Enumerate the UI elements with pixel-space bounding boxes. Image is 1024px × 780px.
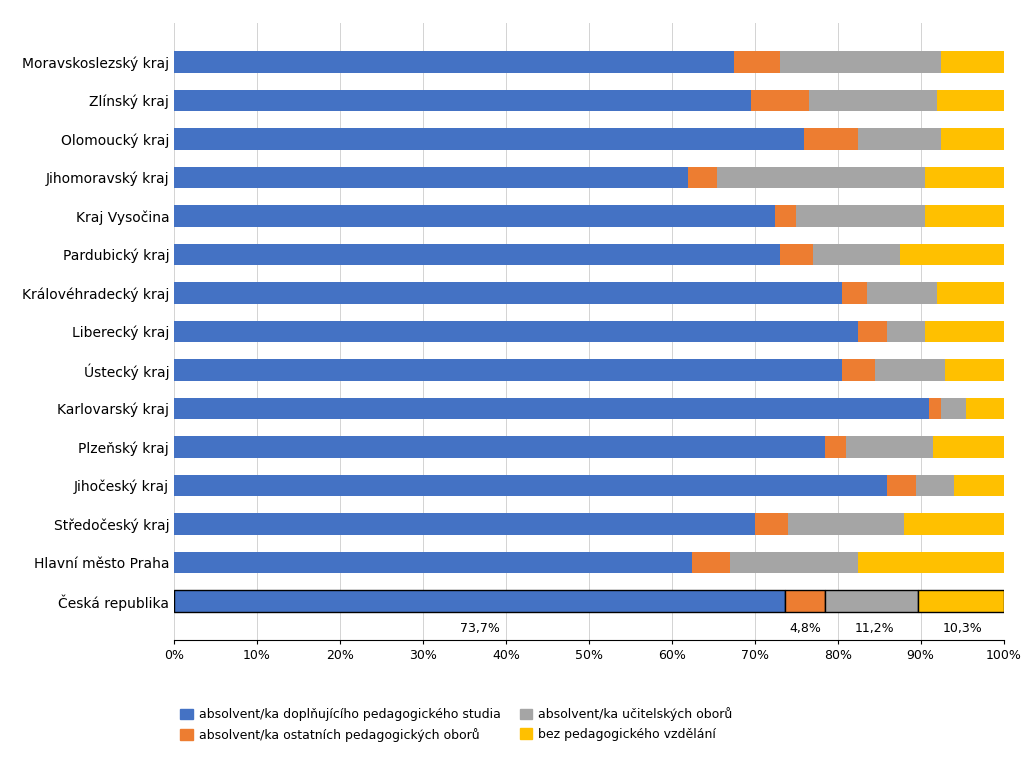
Bar xyxy=(945,360,1004,381)
Bar xyxy=(953,475,1004,496)
Text: 10,3%: 10,3% xyxy=(942,622,982,635)
Bar xyxy=(937,90,1004,111)
Bar xyxy=(904,513,1004,534)
Bar xyxy=(813,244,900,265)
Bar xyxy=(858,129,941,150)
Bar xyxy=(846,437,933,458)
Bar xyxy=(692,552,730,573)
Bar xyxy=(937,282,1004,303)
Bar xyxy=(174,244,779,265)
Bar xyxy=(787,513,904,534)
Bar xyxy=(775,205,797,226)
Text: 73,7%: 73,7% xyxy=(460,622,500,635)
Bar xyxy=(842,360,874,381)
Bar xyxy=(174,590,785,612)
Bar xyxy=(174,552,692,573)
Text: 4,8%: 4,8% xyxy=(790,622,821,635)
Bar xyxy=(888,475,916,496)
Bar xyxy=(842,282,866,303)
Bar xyxy=(941,398,967,419)
Bar xyxy=(925,321,1004,342)
Bar xyxy=(730,552,858,573)
Bar xyxy=(174,129,805,150)
Bar xyxy=(941,51,1004,73)
Bar xyxy=(809,90,937,111)
Bar xyxy=(174,360,842,381)
Bar xyxy=(858,321,888,342)
Bar xyxy=(755,513,787,534)
Bar xyxy=(779,244,813,265)
Bar xyxy=(174,475,888,496)
Bar xyxy=(825,437,846,458)
Bar xyxy=(825,590,919,612)
Bar xyxy=(174,513,755,534)
Bar xyxy=(900,244,1004,265)
Bar xyxy=(734,51,779,73)
Bar xyxy=(919,590,1004,612)
Bar xyxy=(174,51,734,73)
Bar xyxy=(174,398,929,419)
Bar xyxy=(174,282,842,303)
Bar xyxy=(941,129,1004,150)
Bar xyxy=(174,167,688,188)
Bar xyxy=(866,282,937,303)
Bar xyxy=(797,205,925,226)
Bar xyxy=(916,475,953,496)
Bar xyxy=(874,360,945,381)
Bar xyxy=(925,167,1004,188)
Bar xyxy=(929,398,941,419)
Bar xyxy=(751,90,809,111)
Bar xyxy=(805,129,858,150)
Text: 11,2%: 11,2% xyxy=(855,622,895,635)
Bar xyxy=(688,167,718,188)
Bar xyxy=(174,437,825,458)
Bar xyxy=(779,51,941,73)
Bar xyxy=(785,590,825,612)
Bar xyxy=(925,205,1004,226)
Bar xyxy=(933,437,1004,458)
Legend: absolvent/ka doplňujícího pedagogického studia, absolvent/ka ostatních pedagogic: absolvent/ka doplňujícího pedagogického … xyxy=(180,707,733,742)
Bar xyxy=(174,205,775,226)
Bar xyxy=(174,90,751,111)
Bar xyxy=(888,321,925,342)
Bar xyxy=(967,398,1004,419)
Bar xyxy=(174,321,858,342)
Bar xyxy=(718,167,925,188)
Bar xyxy=(858,552,1004,573)
